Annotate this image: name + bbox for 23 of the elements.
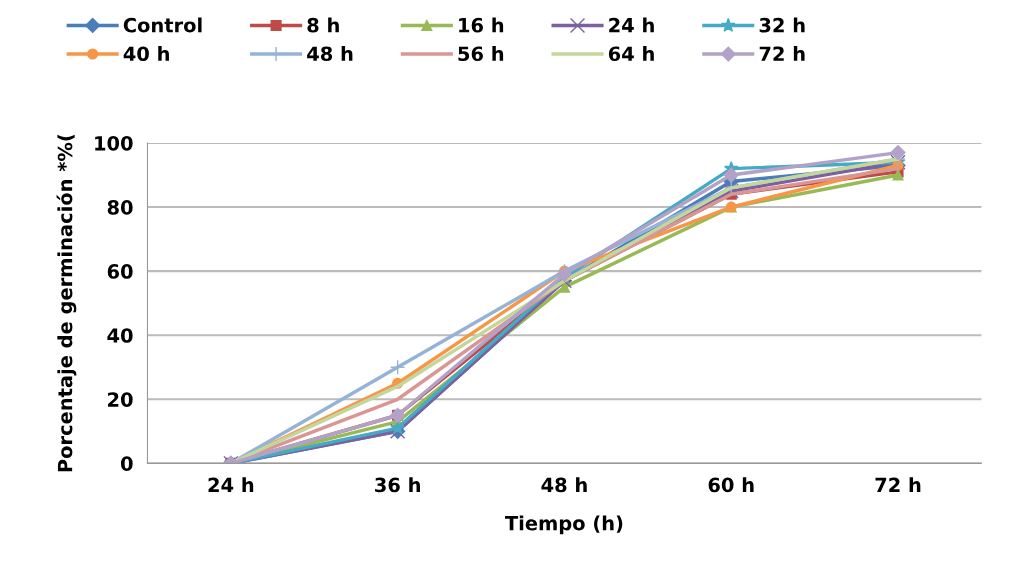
legend-label: Control — [123, 17, 202, 33]
legend-label: 72 h — [759, 46, 805, 61]
legend-label: 40 h — [123, 46, 169, 62]
legend-label: 32 h — [759, 17, 805, 33]
x-tick-label: 48 h — [541, 477, 587, 493]
y-tick-label: 20 — [108, 392, 133, 407]
x-tick-label: 36 h — [375, 477, 420, 493]
x-tick-label: 60 h — [708, 477, 754, 493]
legend-label: 16 h — [459, 17, 504, 33]
legend-label: 64 h — [608, 46, 654, 62]
y-tick-label: 60 — [107, 264, 133, 279]
y-tick-label: 100 — [95, 135, 133, 151]
legend-label: 56 h — [458, 46, 504, 62]
x-tick-label: 72 h — [875, 477, 921, 492]
legend-label: 8 h — [307, 17, 339, 33]
y-axis-title: Porcentaje de germinación *%( — [56, 134, 77, 472]
legend-label: 24 h — [609, 17, 654, 33]
legend-label: 48 h — [307, 46, 353, 62]
x-axis-title: Tiempo (h) — [505, 515, 623, 535]
y-tick-label: 0 — [120, 456, 133, 471]
x-tick-label: 24 h — [208, 477, 254, 492]
y-tick-label: 40 — [107, 328, 133, 343]
y-tick-label: 80 — [107, 200, 133, 215]
